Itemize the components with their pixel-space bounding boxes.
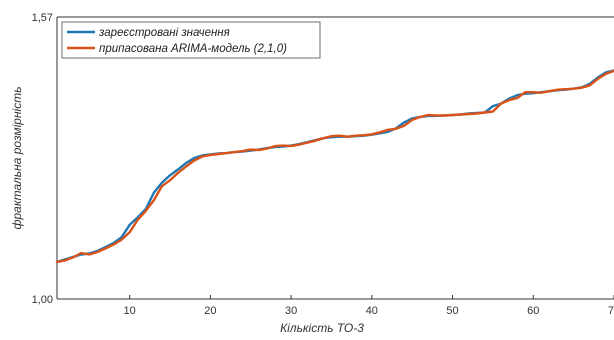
plot-lines xyxy=(55,69,614,264)
series-line-2 xyxy=(55,69,614,264)
x-axis-title: Кількість ТО-3 xyxy=(280,321,364,335)
legend-label-series-2: припасована ARIMA-модель (2,1,0) xyxy=(99,43,287,55)
x-tick-label: 60 xyxy=(527,305,539,317)
x-tick-label: 30 xyxy=(285,305,297,317)
x-tick-label: 10 xyxy=(124,305,136,317)
x-tick-label: 40 xyxy=(366,305,378,317)
y-tick-label: 1,00 xyxy=(32,294,53,306)
ticks: 10 20 30 40 50 60 70 1,00 1,57 xyxy=(32,12,614,317)
legend: зареєстровані значення припасована ARIMA… xyxy=(61,21,321,59)
legend-box xyxy=(61,21,321,59)
y-axis-title: фрактальна розмірність xyxy=(10,86,24,229)
x-tick-label: 20 xyxy=(204,305,216,317)
legend-label-series-1: зареєстровані значення xyxy=(98,27,230,39)
y-tick-label: 1,57 xyxy=(32,12,53,24)
x-tick-label: 70 xyxy=(608,305,614,317)
series-line-1 xyxy=(55,69,614,264)
axes xyxy=(56,16,614,300)
x-tick-label: 50 xyxy=(446,305,458,317)
